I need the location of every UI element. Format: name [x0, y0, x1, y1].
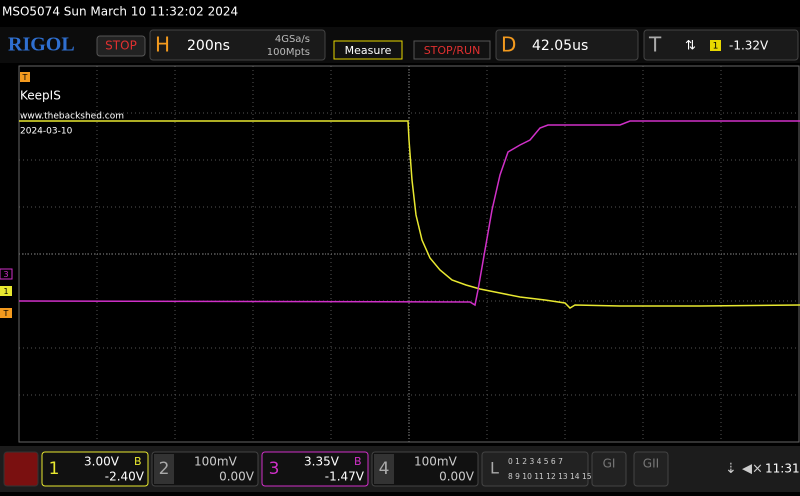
channel-box[interactable] [151, 451, 259, 487]
channel-badge [44, 454, 64, 484]
channel-bw: B [354, 455, 362, 468]
overlay-title: KeepIS [20, 89, 61, 103]
stop-run-label: STOP/RUN [424, 44, 481, 57]
logic-bits-high: 8 9 10 11 12 13 14 15 [508, 472, 592, 481]
graticule [19, 66, 799, 442]
timebase: 200ns [187, 38, 230, 54]
channel-badge [154, 454, 174, 484]
sample-rate: 4GSa/s [275, 34, 310, 45]
g2-box[interactable] [633, 451, 669, 487]
measure-label: Measure [345, 44, 392, 57]
measure-button[interactable] [333, 40, 403, 60]
channel-3-trace [18, 120, 800, 307]
graticule-border [18, 65, 800, 443]
channel-offset: -1.47V [325, 470, 365, 484]
channel-scale: 100mV [414, 455, 458, 469]
ch1-marker [0, 286, 12, 296]
menu-button[interactable] [3, 451, 39, 487]
timebase-box[interactable] [149, 29, 326, 61]
t-icon: T [648, 33, 662, 57]
memory-depth: 100Mpts [267, 47, 310, 58]
trigger-level: -1.32V [729, 39, 769, 53]
channel-offset: 0.00V [439, 470, 475, 484]
channel-box[interactable] [41, 451, 149, 487]
overlay-url: www.thebackshed.com [20, 112, 124, 122]
header-text: MSO5074 Sun March 10 11:32:02 2024 [2, 5, 238, 19]
top-marker-label: T [22, 73, 28, 82]
logic-box[interactable] [481, 451, 589, 487]
channel-number: 3 [269, 459, 280, 479]
edge-icon: ⇅ [685, 39, 696, 54]
channel-box[interactable] [261, 451, 369, 487]
trigger-level-marker [0, 308, 12, 318]
overlay-date: 2024-03-10 [20, 127, 73, 137]
channel-offset: 0.00V [219, 470, 255, 484]
g2-label: GII [643, 457, 659, 471]
ch3-marker-label: 3 [3, 270, 8, 279]
channel-scale: 3.35V [304, 455, 340, 469]
delay-box[interactable] [495, 29, 639, 61]
trig-marker-label: T [3, 309, 9, 318]
logic-icon: L [490, 459, 499, 478]
h-icon: H [155, 33, 170, 57]
channel-offset: -2.40V [105, 470, 145, 484]
logic-bits-low: 0 1 2 3 4 5 6 7 [508, 457, 563, 466]
delay: 42.05us [532, 38, 588, 54]
brand: RIGOL [8, 34, 75, 56]
clock: 11:31 [765, 462, 800, 476]
channel-number: 2 [159, 459, 170, 479]
channel-number: 1 [49, 459, 60, 479]
channel-scale: 100mV [194, 455, 238, 469]
channel-number: 4 [379, 459, 390, 479]
stop-label: STOP [105, 39, 137, 53]
trigger-source-badge [710, 40, 721, 51]
channel-bw: B [134, 455, 142, 468]
ch3-marker [0, 268, 13, 280]
trigger-source: 1 [713, 42, 719, 52]
channel-badge [264, 454, 284, 484]
trigger-pos-marker [20, 72, 30, 82]
channel-badge [374, 454, 394, 484]
usb-icon: ⇣ [725, 461, 737, 477]
d-icon: D [501, 33, 516, 57]
stop-button[interactable] [96, 35, 146, 57]
channel-scale: 3.00V [84, 455, 120, 469]
ch1-marker-label: 1 [3, 287, 8, 296]
g1-label: GI [603, 457, 616, 471]
stop-run-button[interactable] [413, 40, 491, 60]
g1-box[interactable] [591, 451, 627, 487]
sound-icon: ◀× [742, 462, 763, 477]
channel-1-trace [19, 120, 800, 309]
channel-box[interactable] [371, 451, 479, 487]
